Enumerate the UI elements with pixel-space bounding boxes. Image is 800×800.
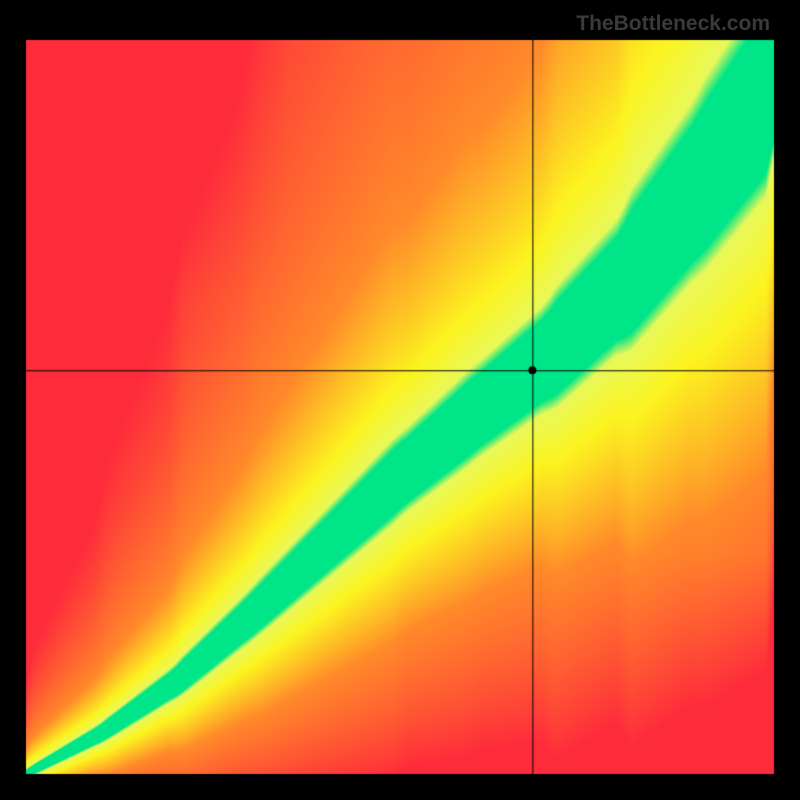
bottleneck-heatmap — [0, 0, 800, 800]
watermark-text: TheBottleneck.com — [576, 12, 770, 36]
